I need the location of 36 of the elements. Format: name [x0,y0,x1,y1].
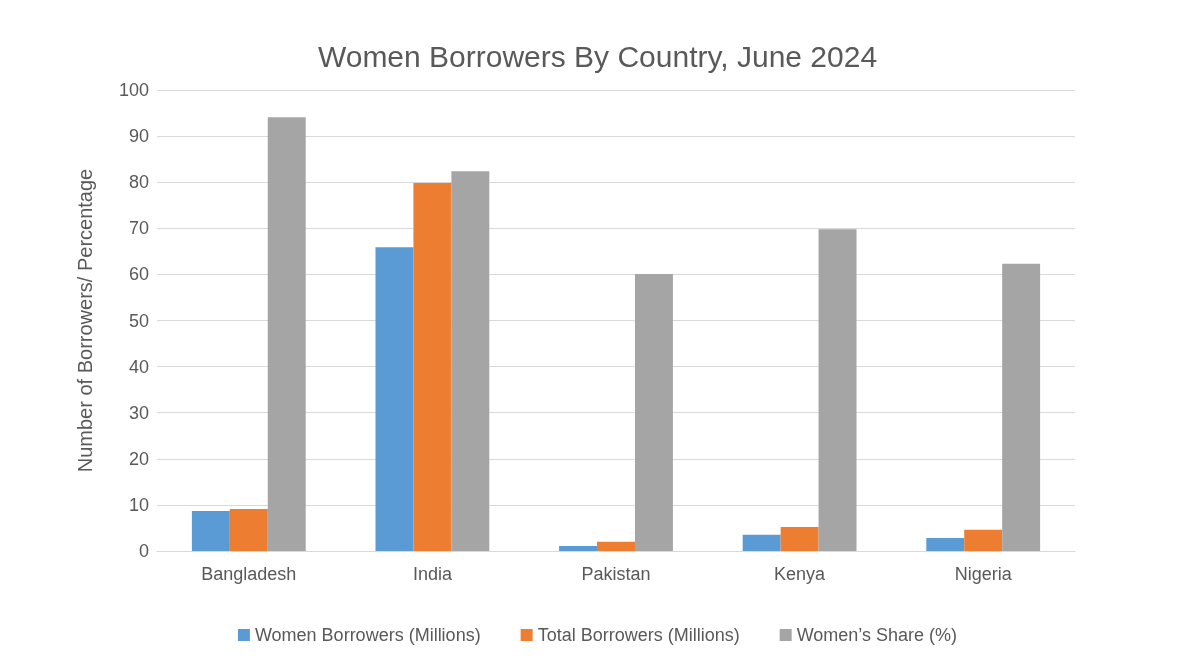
y-tick-label: 60 [128,264,149,285]
y-tick-label: 20 [128,448,149,469]
x-tick-label: Nigeria [954,564,1013,584]
x-tick-label: Pakistan [581,564,651,584]
bar [559,545,598,551]
y-tick-label: 80 [128,172,149,193]
y-tick-label: 0 [138,541,149,561]
chart-title: Women Borrowers By Country, June 2024 [317,39,878,73]
bar [634,273,673,551]
bar [780,527,819,551]
y-tick-label: 100 [118,80,149,100]
y-tick-label: 40 [128,356,149,377]
legend-label: Total Borrowers (Millions) [537,625,740,645]
y-tick-label: 90 [128,126,149,147]
bar [229,509,268,551]
bar [191,510,230,551]
bar [818,229,857,551]
bar [964,529,1003,551]
bar [1002,263,1041,551]
bar [267,117,306,551]
y-tick-label: 10 [128,494,149,515]
y-axis-title: Number of Borrowers/ Percentage [74,168,96,473]
bar [597,541,635,551]
legend-label: Women’s Share (%) [796,625,958,645]
y-tick-label: 30 [128,402,149,423]
bar [742,534,781,551]
y-tick-label: 70 [128,218,149,239]
x-tick-label: Bangladesh [201,564,297,584]
x-tick-label: India [412,564,453,584]
bar [413,183,452,551]
legend-label: Women Borrowers (Millions) [254,625,481,645]
x-tick-label: Kenya [774,564,827,584]
y-tick-label: 50 [128,310,149,331]
bar [451,171,490,551]
bar [375,247,414,551]
bar [926,538,965,551]
